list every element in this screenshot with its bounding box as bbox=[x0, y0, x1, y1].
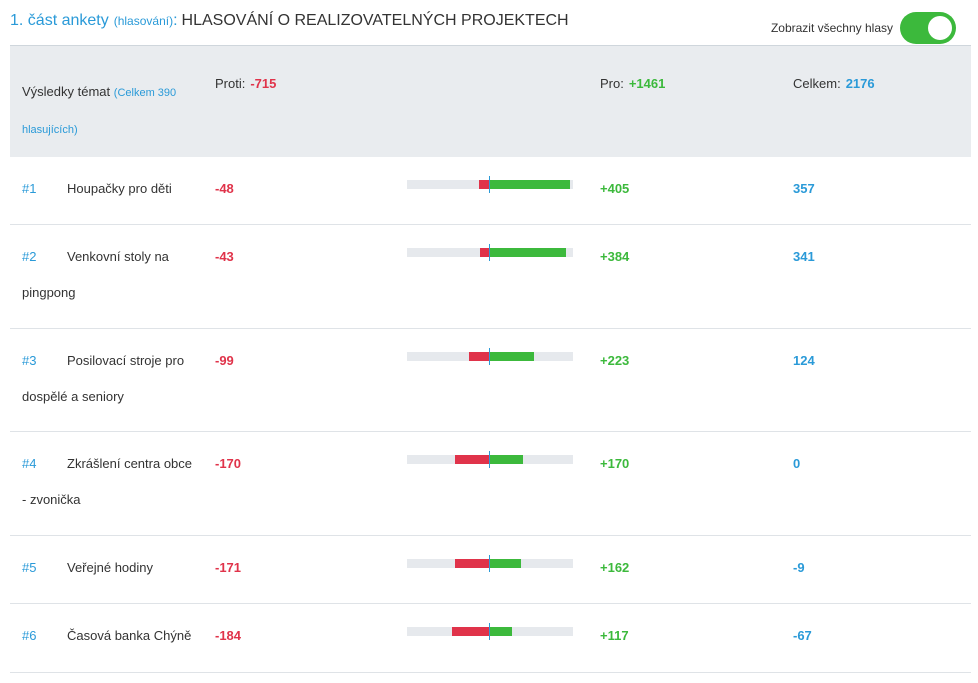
bar-center-line bbox=[489, 348, 490, 365]
total-votes: 124 bbox=[793, 353, 815, 368]
result-row: Časová banka Chýně #6 -184 +117 -67 bbox=[10, 604, 971, 673]
bar-center-line bbox=[489, 451, 490, 468]
topic-name: Posilovací stroje pro dospělé a seniory bbox=[22, 353, 185, 404]
bar-center-line bbox=[489, 623, 490, 640]
vote-balance-bar bbox=[407, 348, 573, 365]
show-all-votes-control: Zobrazit všechny hlasy bbox=[771, 12, 956, 44]
for-votes: +384 bbox=[600, 249, 630, 264]
topics-header: Výsledky témat (Celkem 390 hlasujících) bbox=[22, 74, 192, 148]
against-votes: -170 bbox=[215, 456, 242, 471]
against-bar bbox=[479, 180, 489, 189]
topic-name: Veřejné hodiny bbox=[67, 560, 154, 575]
against-votes: -43 bbox=[215, 249, 234, 264]
against-votes: -99 bbox=[215, 353, 234, 368]
topic-rank: #2 bbox=[22, 249, 37, 264]
result-row: Zkrášlení centra obce - zvonička #4 -170… bbox=[10, 432, 971, 536]
for-votes: +162 bbox=[600, 560, 630, 575]
title-colon: : bbox=[173, 12, 178, 29]
against-summary: Proti: -715 bbox=[215, 74, 276, 94]
topics-label: Výsledky témat bbox=[22, 84, 111, 99]
vote-balance-bar bbox=[407, 244, 573, 261]
against-total: -715 bbox=[250, 76, 277, 91]
against-bar bbox=[480, 248, 489, 257]
topic-name: Houpačky pro děti bbox=[67, 181, 172, 196]
for-bar bbox=[489, 248, 566, 257]
against-bar bbox=[469, 352, 489, 361]
against-votes: -171 bbox=[215, 560, 242, 575]
topic-name: Venkovní stoly na pingpong bbox=[22, 249, 169, 300]
overall-summary: Celkem: 2176 bbox=[793, 74, 875, 94]
topic-rank: #5 bbox=[22, 560, 37, 575]
for-total: +1461 bbox=[628, 76, 666, 91]
against-votes: -184 bbox=[215, 628, 242, 643]
vote-balance-bar bbox=[407, 176, 573, 193]
result-row: Veřejné hodiny #5 -171 +162 -9 bbox=[10, 536, 971, 604]
results-header: Výsledky témat (Celkem 390 hlasujících) … bbox=[10, 46, 971, 157]
vote-balance-bar bbox=[407, 555, 573, 572]
topic-name: Zkrášlení centra obce - zvonička bbox=[22, 456, 193, 507]
bar-center-line bbox=[489, 555, 490, 572]
vote-balance-bar bbox=[407, 451, 573, 468]
against-bar bbox=[452, 627, 489, 636]
against-bar bbox=[455, 455, 489, 464]
total-votes: 357 bbox=[793, 181, 815, 196]
for-summary: Pro: +1461 bbox=[600, 74, 665, 94]
against-label: Proti: bbox=[215, 76, 246, 91]
toggle-knob bbox=[928, 16, 952, 40]
topic-rank: #3 bbox=[22, 353, 37, 368]
toggle-label: Zobrazit všechny hlasy bbox=[770, 21, 893, 35]
against-bar bbox=[454, 559, 489, 568]
topic-name: Časová banka Chýně bbox=[67, 628, 192, 643]
overall-label: Celkem: bbox=[793, 76, 841, 91]
for-bar bbox=[489, 627, 513, 636]
bar-center-line bbox=[489, 244, 490, 261]
against-votes: -48 bbox=[215, 181, 234, 196]
total-votes: 341 bbox=[793, 249, 815, 264]
for-votes: +405 bbox=[600, 181, 630, 196]
part-sub-label: (hlasování) bbox=[113, 14, 174, 28]
topics-total-voters: (Celkem 390 hlasujících) bbox=[22, 87, 177, 136]
for-bar bbox=[489, 180, 570, 189]
section-title: 1. část ankety (hlasování) : HLASOVÁNÍ O… bbox=[10, 12, 569, 36]
topic-rank: #4 bbox=[22, 456, 37, 471]
result-row: Venkovní stoly na pingpong #2 -43 +384 3… bbox=[10, 225, 971, 329]
for-votes: +170 bbox=[600, 456, 630, 471]
result-row: Houpačky pro děti #1 -48 +405 357 bbox=[10, 157, 971, 225]
total-votes: -9 bbox=[793, 560, 805, 575]
topic-rank: #1 bbox=[22, 181, 37, 196]
total-votes: 0 bbox=[793, 456, 801, 471]
total-votes: -67 bbox=[793, 628, 812, 643]
show-all-votes-toggle[interactable] bbox=[900, 12, 956, 44]
for-bar bbox=[489, 455, 523, 464]
part-label: 1. část ankety bbox=[10, 12, 109, 29]
bar-center-line bbox=[489, 176, 490, 193]
for-bar bbox=[489, 559, 522, 568]
vote-balance-bar bbox=[407, 623, 573, 640]
title-divider bbox=[10, 45, 971, 46]
for-bar bbox=[489, 352, 534, 361]
for-votes: +223 bbox=[600, 353, 630, 368]
for-label: Pro: bbox=[600, 76, 624, 91]
for-votes: +117 bbox=[600, 628, 629, 643]
overall-total: 2176 bbox=[845, 76, 875, 91]
result-row: Posilovací stroje pro dospělé a seniory … bbox=[10, 329, 971, 432]
page-title: HLASOVÁNÍ O REALIZOVATELNÝCH PROJEKTECH bbox=[181, 12, 569, 29]
topic-rank: #6 bbox=[22, 628, 37, 643]
